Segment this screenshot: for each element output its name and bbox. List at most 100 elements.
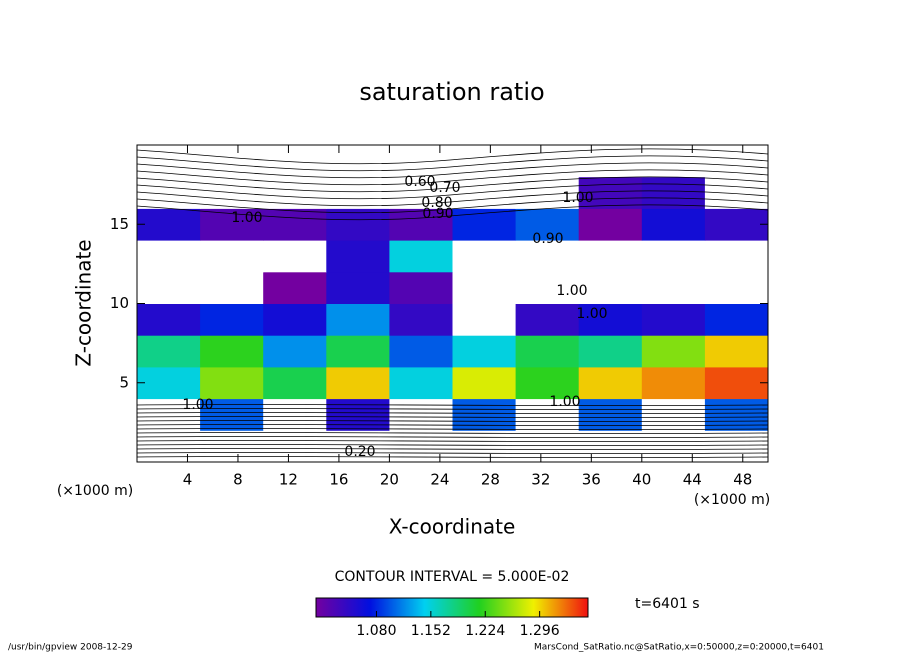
cell bbox=[137, 430, 201, 462]
cell bbox=[578, 335, 643, 368]
time-label: t=6401 s bbox=[635, 596, 700, 612]
contour-line bbox=[137, 444, 768, 446]
cell bbox=[389, 240, 453, 273]
cell bbox=[137, 335, 201, 368]
cell bbox=[578, 240, 643, 273]
x-tick-label: 28 bbox=[481, 471, 500, 489]
y-axis-label: Z-coordinate bbox=[72, 239, 96, 366]
cell bbox=[515, 430, 580, 462]
cell bbox=[578, 430, 643, 462]
cell bbox=[641, 335, 706, 368]
contour-label: 1.00 bbox=[556, 283, 587, 299]
cell bbox=[704, 208, 768, 241]
chart-title: saturation ratio bbox=[359, 78, 544, 106]
contour-line bbox=[137, 416, 768, 418]
contour-label: 0.20 bbox=[344, 444, 375, 460]
cell bbox=[389, 176, 453, 209]
x-tick-label: 48 bbox=[733, 471, 752, 489]
cell bbox=[452, 240, 517, 273]
contour-line bbox=[137, 436, 768, 438]
cell bbox=[200, 430, 264, 462]
cell bbox=[704, 366, 768, 400]
x-unit: (×1000 m) bbox=[57, 483, 133, 499]
cell bbox=[200, 145, 264, 178]
contour-label: 0.60 bbox=[404, 174, 435, 190]
cell bbox=[515, 366, 580, 400]
contour-line bbox=[137, 432, 768, 434]
cell bbox=[137, 398, 201, 431]
cell bbox=[452, 271, 517, 304]
cell bbox=[263, 398, 327, 431]
cell bbox=[137, 240, 201, 273]
contour-line bbox=[137, 440, 768, 442]
contour-line bbox=[137, 452, 768, 454]
contour-label: 1.00 bbox=[549, 394, 580, 410]
x-tick-label: 40 bbox=[632, 471, 651, 489]
contour-label: 1.00 bbox=[562, 190, 593, 206]
cell bbox=[515, 271, 580, 304]
contour-label: 1.00 bbox=[182, 397, 213, 413]
contour-line bbox=[137, 456, 768, 458]
cell bbox=[452, 303, 517, 336]
colorbar-tick-label: 1.224 bbox=[465, 623, 505, 639]
cell bbox=[263, 430, 327, 462]
cell bbox=[263, 271, 327, 304]
field bbox=[137, 145, 768, 462]
contour-line bbox=[137, 197, 768, 214]
cell bbox=[641, 145, 706, 178]
footer: MarsCond_SatRatio.nc@SatRatio,x=0:50000,… bbox=[534, 643, 824, 653]
contour-line bbox=[137, 408, 768, 410]
contour-label: 0.90 bbox=[422, 206, 453, 222]
x-unit: (×1000 m) bbox=[694, 492, 770, 508]
cell bbox=[389, 145, 453, 178]
cell bbox=[200, 398, 264, 431]
cell bbox=[515, 240, 580, 273]
cell bbox=[200, 240, 264, 273]
cell bbox=[452, 208, 517, 241]
cell bbox=[704, 240, 768, 273]
cell bbox=[326, 335, 390, 368]
contour-line bbox=[137, 420, 768, 422]
cell bbox=[578, 208, 643, 241]
cell bbox=[389, 335, 453, 368]
cell bbox=[137, 271, 201, 304]
cell bbox=[137, 208, 201, 241]
cell bbox=[389, 430, 453, 462]
cell bbox=[641, 398, 706, 431]
cell bbox=[452, 398, 517, 431]
cell bbox=[704, 398, 768, 431]
cell bbox=[263, 335, 327, 368]
colorbar-tick-label: 1.296 bbox=[520, 623, 560, 639]
cell bbox=[263, 240, 327, 273]
contour-line bbox=[137, 169, 768, 186]
contour-line bbox=[137, 162, 768, 179]
cell bbox=[200, 366, 264, 400]
cell bbox=[578, 271, 643, 304]
colorbar bbox=[315, 597, 589, 618]
x-tick-label: 36 bbox=[582, 471, 601, 489]
cell bbox=[263, 145, 327, 178]
contour-label: 1.00 bbox=[231, 210, 262, 226]
cell bbox=[515, 303, 580, 336]
contour-interval: CONTOUR INTERVAL = 5.000E-02 bbox=[335, 569, 570, 585]
contour-line bbox=[137, 448, 768, 450]
y-tick-label: 5 bbox=[119, 373, 129, 391]
x-tick-label: 8 bbox=[233, 471, 243, 489]
cell bbox=[263, 303, 327, 336]
cell bbox=[641, 176, 706, 209]
x-tick-label: 32 bbox=[531, 471, 550, 489]
cell bbox=[200, 271, 264, 304]
colorbar-tick-label: 1.080 bbox=[356, 623, 396, 639]
y-tick-label: 10 bbox=[110, 294, 129, 312]
cell bbox=[326, 176, 390, 209]
contour-line bbox=[137, 183, 768, 200]
contour-label: 0.70 bbox=[429, 180, 460, 196]
cell bbox=[704, 335, 768, 368]
contour-label: 0.80 bbox=[421, 195, 452, 211]
x-tick-label: 12 bbox=[279, 471, 298, 489]
y-tick-label: 15 bbox=[110, 215, 129, 233]
x-axis-label: X-coordinate bbox=[389, 515, 516, 539]
cell bbox=[641, 366, 706, 400]
cell bbox=[704, 303, 768, 336]
cell bbox=[200, 303, 264, 336]
